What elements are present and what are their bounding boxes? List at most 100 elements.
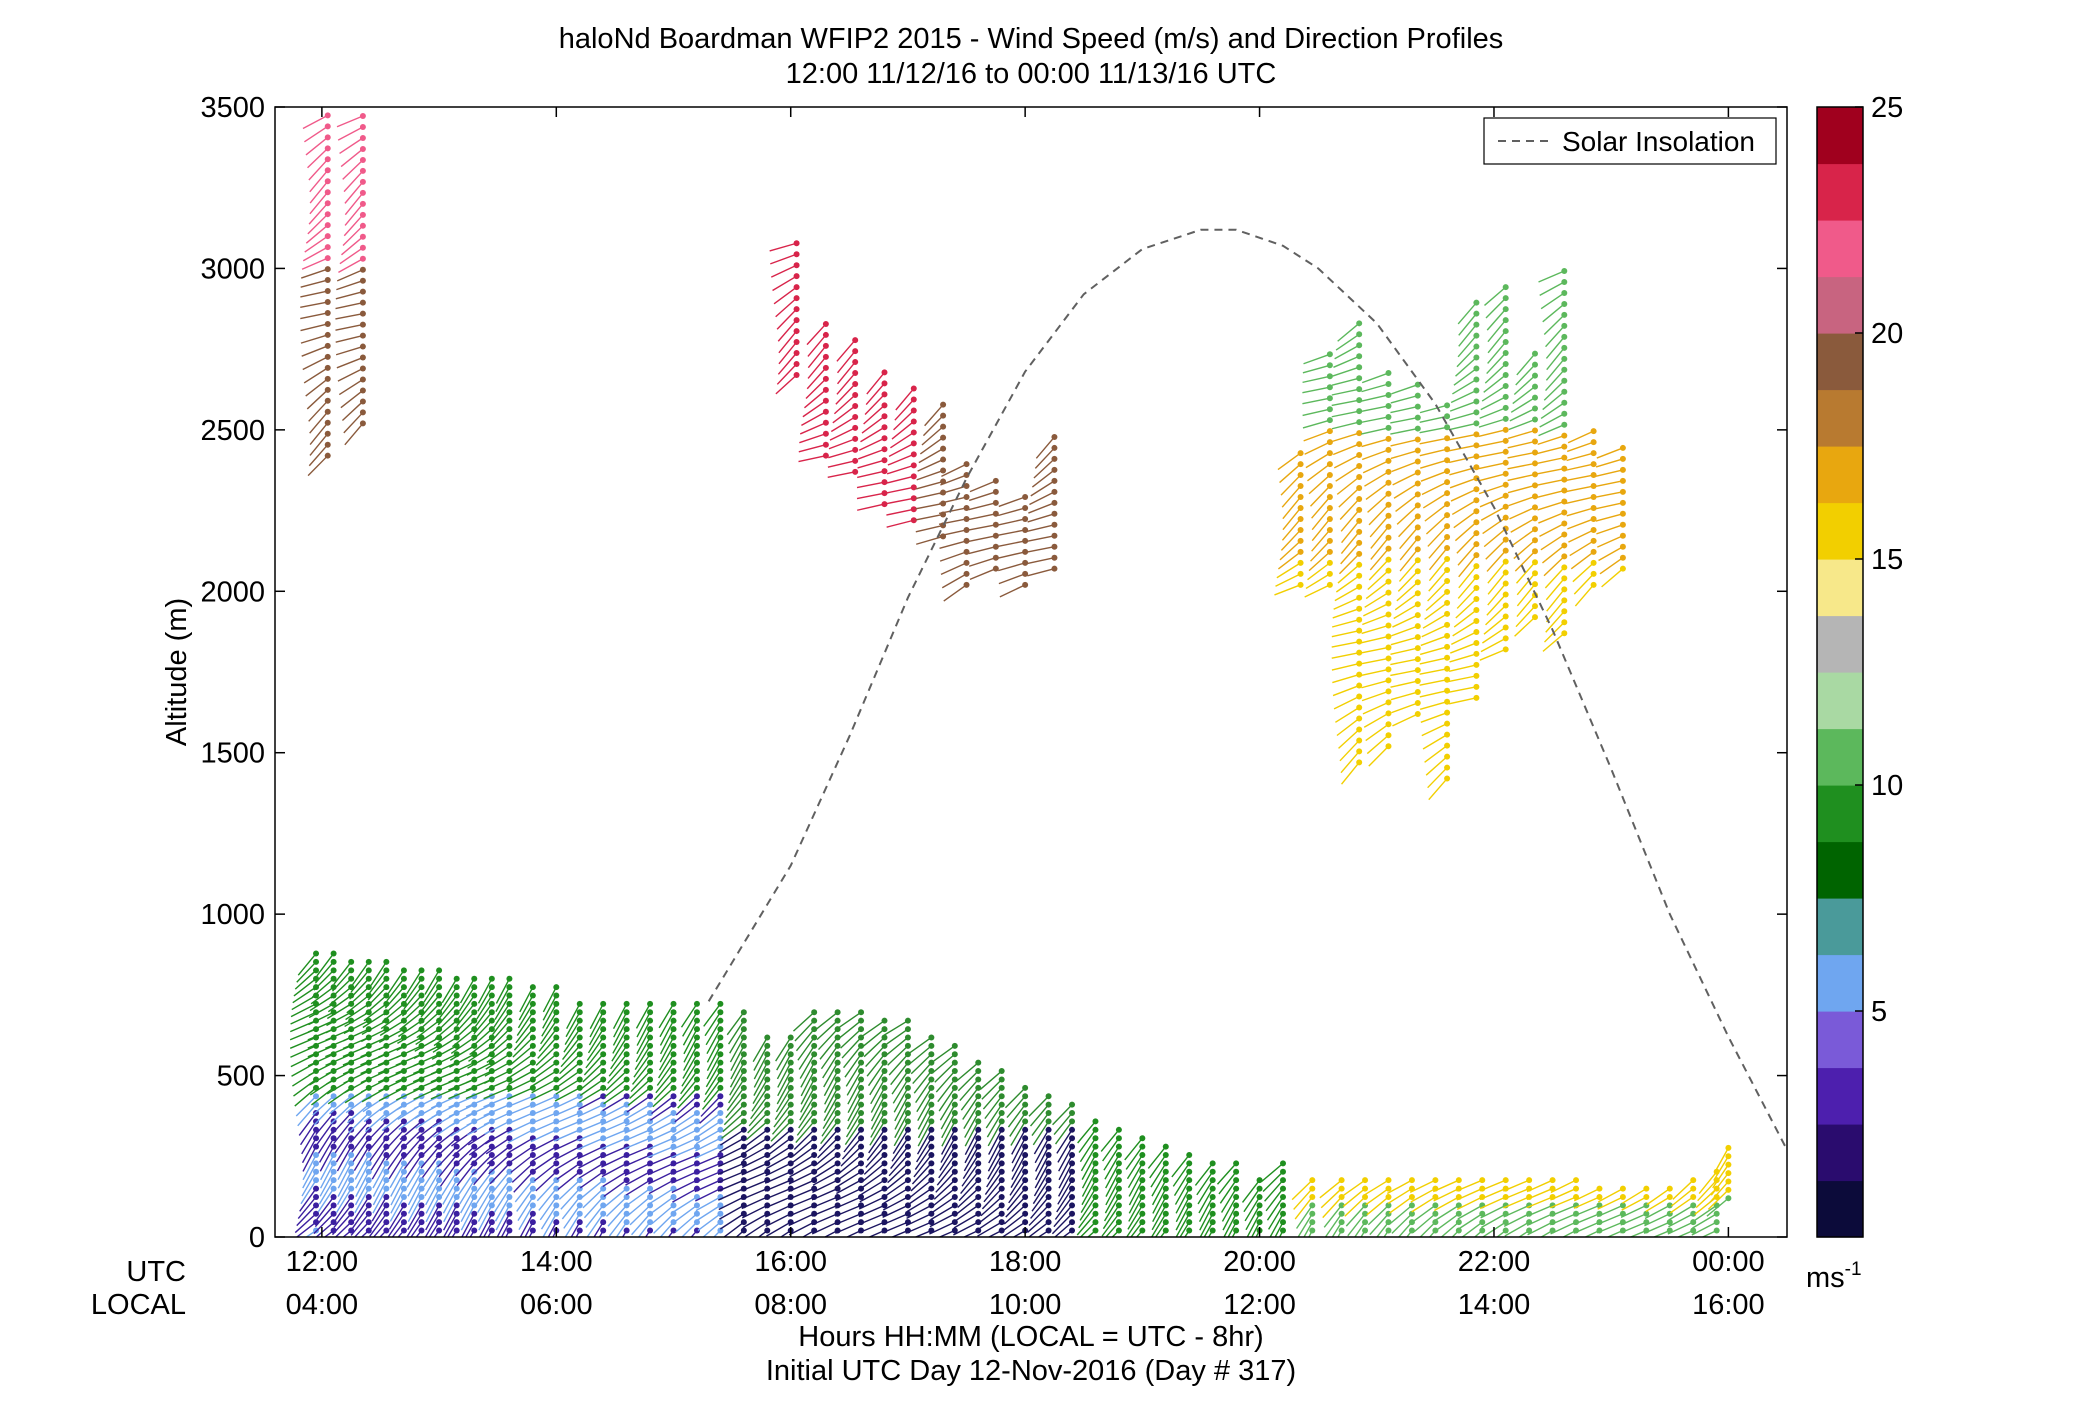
wind-barb bbox=[1710, 1172, 1729, 1196]
wind-barb-dot bbox=[811, 1143, 818, 1150]
wind-barb-dot bbox=[576, 1000, 583, 1007]
wind-barb bbox=[841, 1036, 862, 1059]
wind-barb-dot bbox=[418, 1143, 425, 1150]
wind-barb bbox=[337, 126, 364, 141]
wind-barb-dot bbox=[1408, 1193, 1415, 1200]
wind-barb-dot bbox=[858, 1110, 865, 1117]
wind-barb bbox=[366, 986, 387, 1008]
wind-barb-dot bbox=[793, 273, 800, 280]
wind-barb-dot bbox=[881, 490, 888, 497]
wind-barb-dot bbox=[324, 189, 331, 196]
wind-barb bbox=[1266, 1196, 1284, 1221]
wind-barb-dot bbox=[365, 1026, 372, 1033]
wind-barb-dot bbox=[1666, 1185, 1673, 1192]
wind-barb-dot bbox=[600, 1042, 607, 1049]
wind-barb-dot bbox=[1473, 628, 1480, 635]
wind-barb bbox=[448, 1070, 475, 1083]
wind-barb-dot bbox=[623, 1059, 630, 1066]
wind-barb-dot bbox=[647, 1110, 654, 1117]
wind-barb-dot bbox=[1356, 342, 1363, 349]
wind-barb-dot bbox=[488, 975, 495, 982]
wind-barb bbox=[353, 1221, 370, 1237]
wind-barb bbox=[623, 1137, 651, 1150]
wind-barb bbox=[1425, 756, 1448, 776]
wind-barb-dot bbox=[693, 1076, 700, 1083]
wind-barb-dot bbox=[576, 1160, 583, 1167]
wind-barb-dot bbox=[1473, 321, 1480, 328]
wind-barb-dot bbox=[811, 1151, 818, 1158]
wind-barb bbox=[1302, 397, 1331, 405]
wind-barb bbox=[561, 1037, 581, 1061]
wind-barb-dot bbox=[793, 350, 800, 357]
wind-barb-dot bbox=[881, 1093, 888, 1100]
wind-barb-dot bbox=[1051, 510, 1058, 517]
wind-barb-dot bbox=[383, 1202, 390, 1209]
wind-barb bbox=[704, 1070, 721, 1096]
wind-barb bbox=[789, 1162, 815, 1178]
wind-barb bbox=[439, 1162, 458, 1187]
wind-barb bbox=[865, 1146, 886, 1168]
wind-barb-dot bbox=[359, 343, 366, 350]
wind-barb-dot bbox=[1280, 1227, 1286, 1234]
wind-barb-dot bbox=[1022, 1177, 1029, 1184]
wind-barb bbox=[1058, 1146, 1073, 1172]
wind-barb-dot bbox=[313, 1160, 320, 1167]
wind-barb-dot bbox=[1532, 449, 1538, 456]
wind-barb-dot bbox=[1414, 414, 1421, 421]
wind-barb-dot bbox=[1502, 306, 1509, 313]
wind-barb bbox=[867, 1062, 886, 1087]
wind-barb-dot bbox=[1473, 354, 1480, 361]
wind-barb bbox=[1484, 286, 1507, 306]
wind-barb-dot bbox=[488, 1219, 495, 1226]
wind-barb-dot bbox=[1473, 442, 1480, 449]
wind-barb bbox=[540, 1020, 557, 1045]
wind-barb-dot bbox=[348, 1193, 355, 1200]
wind-barb-dot bbox=[1619, 455, 1626, 462]
wind-barb bbox=[820, 1045, 839, 1070]
wind-barb bbox=[847, 1079, 862, 1105]
wind-barb bbox=[454, 1011, 475, 1034]
wind-barb bbox=[694, 1145, 721, 1159]
wind-barb-dot bbox=[693, 1093, 700, 1100]
wind-barb bbox=[300, 301, 328, 309]
wind-barb bbox=[1101, 1213, 1120, 1237]
wind-barb bbox=[765, 1213, 792, 1228]
wind-barb bbox=[798, 444, 827, 453]
wind-barb bbox=[1303, 1221, 1313, 1237]
wind-barb bbox=[1331, 629, 1360, 638]
wind-barb bbox=[333, 1120, 352, 1144]
wind-barb-dot bbox=[822, 452, 829, 459]
wind-barb-dot bbox=[1139, 1135, 1146, 1142]
wind-barb bbox=[581, 1179, 604, 1199]
wind-barb bbox=[802, 400, 827, 418]
wind-barb bbox=[325, 1045, 352, 1058]
wind-barb-dot bbox=[330, 1143, 337, 1150]
wind-barb bbox=[881, 1221, 909, 1234]
wind-barb bbox=[1223, 1213, 1237, 1237]
wind-barb bbox=[681, 1062, 698, 1087]
wind-barb bbox=[315, 1112, 335, 1136]
wind-barb bbox=[1672, 1179, 1694, 1200]
wind-barb bbox=[413, 1078, 440, 1091]
wind-barb bbox=[1362, 701, 1389, 715]
wind-barb-dot bbox=[1297, 504, 1304, 511]
wind-barb bbox=[846, 1070, 862, 1096]
wind-barb bbox=[1364, 591, 1389, 608]
wind-barb bbox=[659, 1221, 675, 1237]
wind-barb-dot bbox=[1561, 520, 1568, 527]
wind-barb-dot bbox=[1444, 413, 1451, 420]
wind-barb bbox=[530, 1087, 557, 1101]
wind-barb-dot bbox=[488, 1210, 495, 1217]
wind-barb bbox=[421, 1154, 440, 1178]
wind-barb bbox=[1542, 632, 1565, 652]
wind-barb bbox=[766, 1146, 792, 1163]
wind-barb bbox=[372, 1163, 387, 1189]
wind-barb-dot bbox=[1690, 1227, 1697, 1234]
wind-barb bbox=[1448, 444, 1477, 452]
wind-barb bbox=[403, 986, 423, 1010]
wind-barb bbox=[1485, 297, 1507, 319]
wind-barb bbox=[1028, 1204, 1050, 1226]
wind-barb-dot bbox=[1069, 1219, 1076, 1226]
wind-barb bbox=[1183, 1230, 1190, 1237]
wind-barb-dot bbox=[506, 975, 513, 982]
